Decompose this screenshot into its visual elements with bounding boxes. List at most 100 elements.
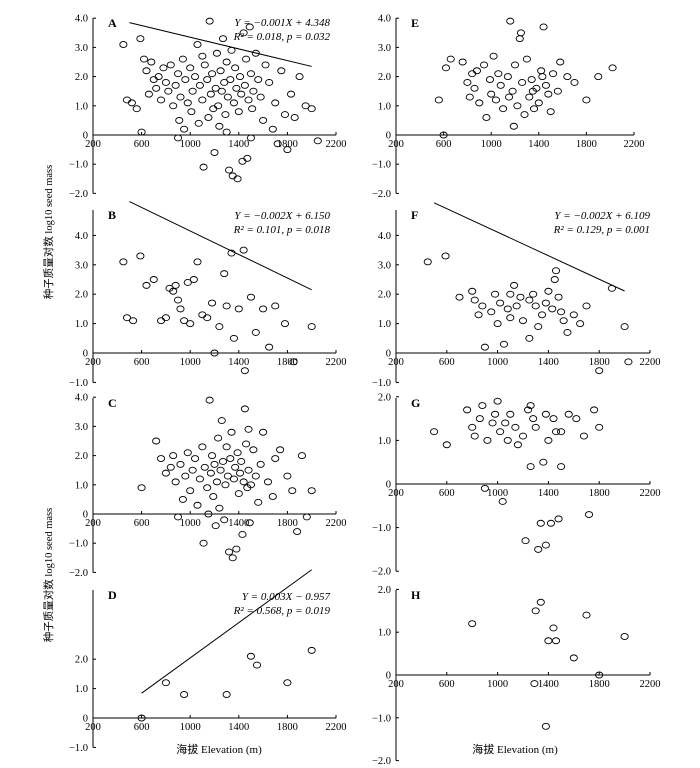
scatter-point [217, 417, 226, 425]
scatter-point [239, 478, 248, 486]
scatter-point [246, 70, 255, 78]
scatter-point [222, 302, 231, 310]
scatter-point [510, 281, 519, 289]
scatter-point [569, 311, 578, 319]
scatter-point [620, 633, 629, 640]
y-tick-label: 3.0 [75, 260, 88, 271]
scatter-point [289, 358, 298, 366]
scatter-point [259, 305, 268, 313]
scatter-point [204, 114, 213, 121]
scatter-point [265, 343, 274, 351]
scatter-point [480, 343, 489, 351]
scatter-point [434, 96, 443, 104]
scatter-point [423, 258, 432, 266]
scatter-point [313, 137, 322, 145]
scatter-point [506, 17, 515, 25]
x-tick-label: 600 [439, 357, 455, 368]
scatter-point [271, 99, 280, 107]
scatter-point [554, 293, 563, 301]
scatter-point [176, 93, 185, 101]
x-tick-label: 1800 [576, 139, 597, 150]
scatter-point [475, 415, 484, 423]
scatter-point [246, 652, 255, 660]
y-tick-label: −1.0 [372, 378, 391, 389]
scatter-point [127, 99, 136, 107]
panel-h: −2.0 −1.0 0 1.0 2.0 200 600 1000 1400 1800 2200 H [372, 585, 661, 767]
scatter-point [595, 367, 604, 375]
scatter-point [239, 29, 248, 37]
scatter-point [222, 58, 231, 66]
scatter-point [183, 449, 192, 457]
scatter-point [439, 131, 448, 139]
scatter-point [506, 410, 515, 418]
scatter-point [524, 406, 533, 414]
scatter-point [556, 58, 565, 66]
y-tick-label: −2.0 [69, 189, 88, 200]
scatter-point [149, 276, 158, 283]
scatter-point [263, 478, 273, 486]
scatter-point [144, 90, 153, 98]
scatter-point [240, 405, 249, 413]
scatter-point [620, 323, 629, 330]
scatter-point [206, 90, 215, 98]
y-tick-label: 1.0 [75, 684, 88, 695]
x-tick-label: 1000 [180, 357, 201, 368]
scatter-point [139, 55, 149, 63]
y-tick-label: −1.0 [372, 160, 391, 171]
scatter-point [498, 497, 507, 505]
scatter-point [215, 122, 224, 130]
y-tick-label: 2.0 [75, 655, 88, 666]
scatter-point [129, 317, 138, 325]
scatter-point [582, 96, 591, 104]
scatter-point [210, 460, 219, 468]
scatter-point [512, 302, 521, 310]
panel-label: F [411, 208, 418, 222]
scatter-point [283, 679, 292, 687]
x-tick-label: 2200 [326, 357, 347, 368]
scatter-point [235, 73, 245, 81]
scatter-point [478, 402, 487, 409]
scatter-point [529, 290, 538, 298]
scatter-point [527, 76, 536, 83]
scatter-point [226, 455, 235, 462]
scatter-point [526, 463, 535, 471]
x-tick-label: 1000 [180, 722, 201, 733]
scatter-point [191, 455, 200, 462]
y-axis-label-top: 种子质量对数 log10 seed mass [42, 165, 55, 299]
x-tick-label: 1400 [538, 357, 559, 368]
scatter-point [590, 406, 599, 414]
scatter-point [246, 293, 255, 301]
scatter-point [256, 460, 265, 468]
scatter-point [251, 49, 260, 57]
scatter-point [173, 296, 183, 304]
scatter-point [203, 76, 212, 83]
y-tick-label: −2.0 [372, 756, 391, 767]
regression-stats: R² = 0.568, p = 0.019 [233, 605, 331, 617]
scatter-point [534, 99, 543, 107]
scatter-point [176, 305, 185, 313]
scatter-point [208, 70, 217, 78]
scatter-point [493, 320, 502, 328]
scatter-point [198, 52, 207, 60]
scatter-point [608, 64, 617, 72]
scatter-point [468, 423, 477, 431]
scatter-point [183, 99, 192, 107]
scatter-point [549, 415, 558, 423]
y-tick-label: 2.0 [378, 392, 391, 403]
scatter-point [520, 111, 529, 119]
scatter-point [268, 493, 277, 500]
x-tick-label: 600 [439, 679, 455, 690]
scatter-point [307, 646, 316, 654]
scatter-point [244, 425, 253, 433]
x-tick-label: 1400 [228, 518, 249, 529]
scatter-point [245, 23, 254, 31]
scatter-point [210, 149, 219, 156]
scatter-point [463, 78, 472, 86]
scatter-point [551, 267, 561, 275]
scatter-point [195, 475, 204, 483]
scatter-point [297, 452, 307, 460]
scatter-point [559, 317, 568, 325]
scatter-point [209, 493, 218, 500]
scatter-point [156, 96, 166, 104]
scatter-point [503, 305, 512, 313]
